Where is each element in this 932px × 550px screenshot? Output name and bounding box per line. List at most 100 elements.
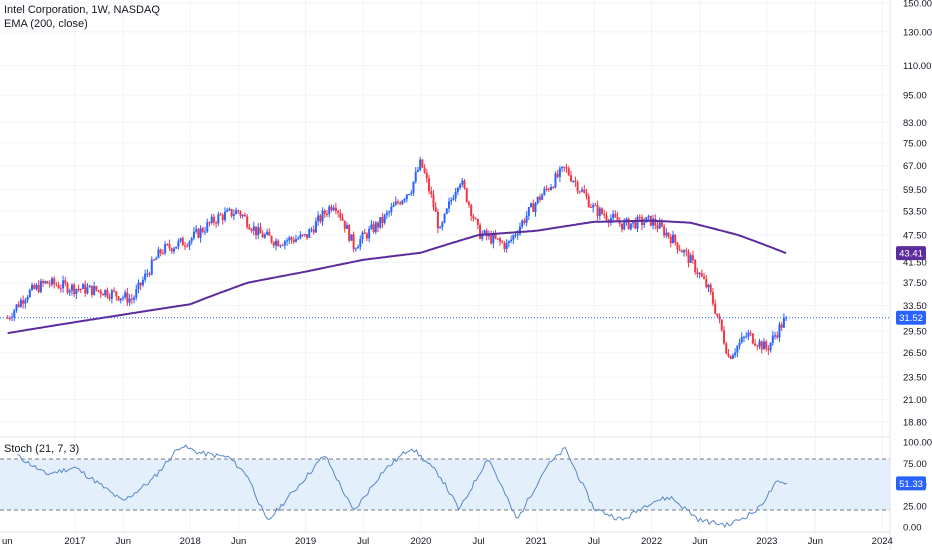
grid (0, 0, 890, 533)
candle-body (252, 226, 255, 231)
time-tick-label: Jun (808, 536, 823, 547)
candle-body (31, 284, 34, 290)
stoch-value-badge-bg (896, 476, 926, 491)
candle-body (709, 284, 712, 293)
candle-body (434, 206, 437, 212)
candle-body (314, 221, 317, 233)
candle-body (725, 343, 728, 354)
candle-body (281, 245, 284, 247)
candle-body (312, 229, 315, 233)
candle-body (328, 206, 331, 215)
candle-body (155, 258, 158, 260)
candle-body (492, 234, 495, 244)
candle-body (672, 234, 675, 244)
candle-body (190, 238, 193, 242)
candle-body (561, 166, 564, 169)
candle-body (199, 228, 202, 238)
candle-body (268, 231, 271, 236)
candle-body (565, 167, 568, 169)
price-tick-label: 110.00 (903, 61, 931, 72)
candle-body (84, 284, 87, 294)
stoch-tick-label: 100.00 (903, 438, 932, 449)
candle-body (354, 248, 357, 250)
candle-body (326, 213, 329, 215)
time-tick-label: 2022 (641, 536, 662, 547)
candle-body (408, 194, 411, 196)
time-tick-label: Jun (692, 536, 707, 547)
time-tick-label: 2019 (295, 536, 316, 547)
candle-body (742, 336, 745, 338)
candle-body (337, 210, 340, 213)
last-price-badge-bg (896, 310, 926, 325)
time-tick-label: un (2, 536, 13, 547)
candle-body (139, 282, 142, 286)
ema-legend[interactable]: EMA (200, close) (4, 18, 88, 30)
candle-body (168, 244, 171, 249)
candle-body (501, 241, 504, 243)
candle-body (596, 205, 599, 216)
price-tick-label: 59.50 (903, 185, 927, 196)
candle-body (707, 284, 710, 288)
candle-body (691, 255, 694, 261)
candle-body (68, 290, 71, 293)
candle-body (667, 232, 670, 237)
candle-body (614, 214, 617, 217)
candle-body (352, 234, 355, 250)
candle-body (290, 237, 293, 240)
candle-body (204, 231, 207, 233)
time-tick-label: Jul (588, 536, 600, 547)
candle-body (467, 202, 470, 205)
time-axis[interactable]: 2017 Jun 2018 Jun 2019 Jul 2020 Jul 2021 Jul 2022 J… (2, 536, 893, 547)
price-tick-label: 29.50 (903, 327, 927, 338)
candle-body (28, 289, 31, 298)
stoch-legend[interactable]: Stoch (21, 7, 3) (4, 443, 80, 455)
candle-body (201, 228, 204, 232)
chart-title[interactable]: Intel Corporation, 1W, NASDAQ (4, 4, 160, 16)
price-axis[interactable]: 150.00 130.00 110.00 95.00 83.00 75.00 67.00 59… (903, 0, 932, 429)
candle-body (359, 239, 362, 247)
candle-body (454, 191, 457, 199)
candle-body (59, 288, 62, 290)
candle-body (82, 284, 85, 290)
candle-body (33, 284, 36, 289)
candle-body (461, 180, 464, 185)
candle-body (394, 201, 397, 206)
candle-body (55, 284, 58, 286)
candle-body (126, 292, 129, 303)
candle-body (483, 230, 486, 234)
candle-body (297, 238, 300, 240)
candle-body (135, 289, 138, 298)
candle-body (782, 317, 785, 328)
candle-body (403, 199, 406, 201)
candle-body (42, 281, 45, 284)
candle-body (587, 196, 590, 208)
candle-body (39, 281, 42, 293)
candle-body (556, 173, 559, 177)
candle-body (727, 353, 730, 357)
candle-body (217, 214, 220, 224)
candle-body (184, 245, 187, 247)
ema-line (7, 219, 787, 335)
candle-body (703, 276, 706, 279)
candle-body (718, 316, 721, 320)
candle-body (711, 292, 714, 304)
candle-body (392, 205, 395, 207)
candle-body (22, 300, 25, 304)
candle-body (66, 283, 69, 293)
price-tick-label: 23.50 (903, 372, 927, 383)
candle-body (161, 252, 164, 254)
candle-body (523, 220, 526, 223)
stoch-tick-label: 0.00 (903, 523, 922, 534)
time-tick-label: Jun (231, 536, 246, 547)
candle-body (374, 222, 377, 233)
candle-body (676, 242, 679, 250)
candle-body (317, 215, 320, 222)
candle-body (654, 218, 657, 226)
candle-body (350, 234, 353, 241)
candle-body (585, 192, 588, 197)
candle-body (547, 188, 550, 190)
candle-body (121, 297, 124, 299)
candle-body (106, 289, 109, 297)
candle-body (357, 246, 360, 249)
candle-body (334, 207, 337, 211)
